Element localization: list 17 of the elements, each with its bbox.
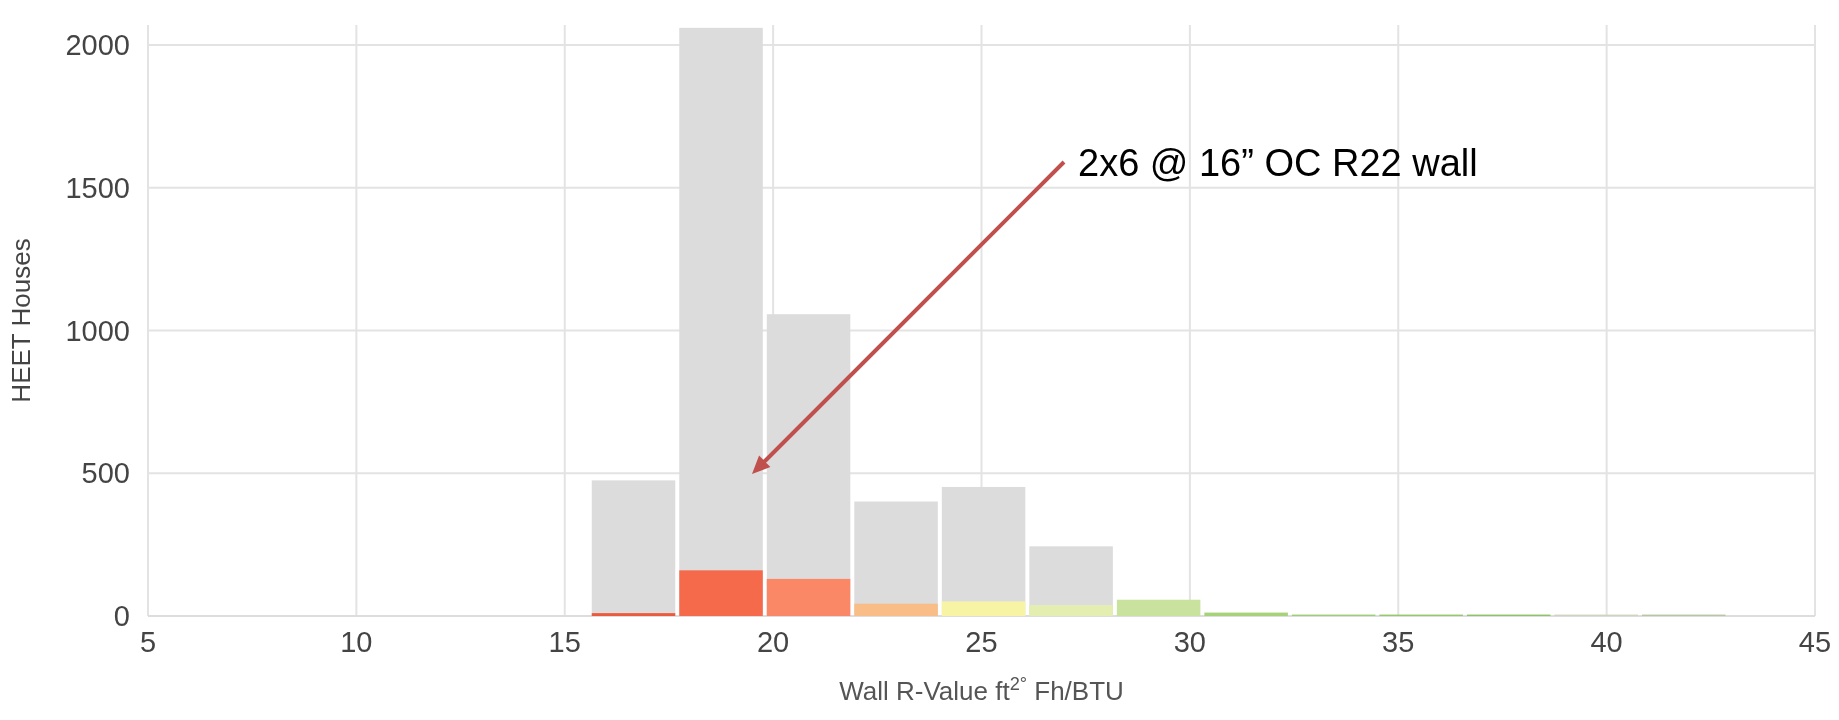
y-tick-label: 2000 — [65, 29, 130, 62]
y-axis-title: HEET Houses — [6, 238, 36, 403]
y-tick-label: 1500 — [65, 171, 130, 204]
x-tick-label: 45 — [1798, 626, 1832, 658]
x-tick-label: 40 — [1590, 626, 1623, 658]
x-tick-label: 35 — [1382, 626, 1415, 658]
y-tick-label: 1000 — [65, 314, 130, 347]
x-tick-label: 5 — [139, 626, 157, 658]
y-tick-label: 0 — [113, 600, 130, 633]
annotation: 2x6 @ 16” OC R22 wall — [1078, 142, 1478, 184]
x-tick-label: 30 — [1173, 626, 1207, 658]
x-tick-label: 20 — [756, 626, 790, 658]
x-axis-title: Wall R-Value ft$^{2°}$ Fh/BTU — [839, 674, 1124, 706]
y-tick-label: 500 — [81, 457, 130, 490]
x-tick-label: 15 — [548, 626, 581, 658]
x-tick-label: 25 — [965, 626, 998, 658]
x-tick-label: 10 — [340, 626, 373, 658]
